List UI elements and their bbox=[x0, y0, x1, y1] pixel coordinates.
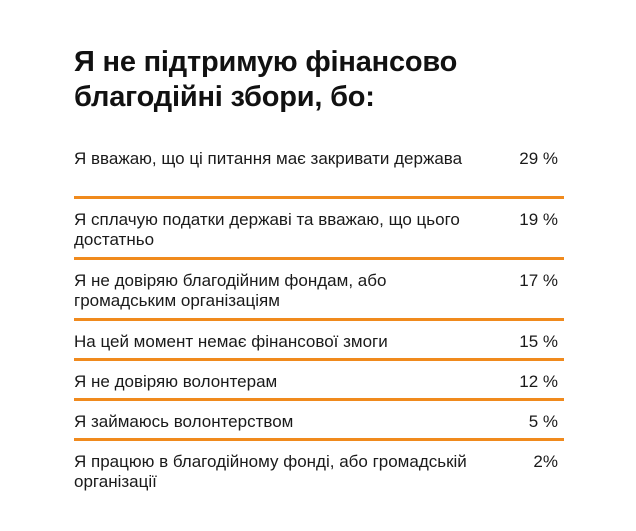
row-value: 5 % bbox=[528, 412, 558, 431]
table-row: Я вважаю, що ці питання має закривати де… bbox=[74, 138, 564, 199]
row-label: Я сплачую податки державі та вважаю, що … bbox=[74, 210, 460, 249]
chart-title: Я не підтримую фінансово благодійні збор… bbox=[74, 46, 458, 113]
row-label: На цей момент немає фінансової змоги bbox=[74, 332, 388, 351]
table-row: Я займаюсь волонтерством 5 % bbox=[74, 401, 564, 441]
row-value: 19 % bbox=[519, 210, 558, 229]
table-row: Я не довіряю волонтерам 12 % bbox=[74, 361, 564, 401]
row-label: Я вважаю, що ці питання має закривати де… bbox=[74, 149, 463, 168]
row-value: 12 % bbox=[519, 372, 558, 391]
table-row: На цей момент немає фінансової змоги 15 … bbox=[74, 321, 564, 361]
row-label: Я займаюсь волонтерством bbox=[74, 412, 294, 431]
table-row: Я працюю в благодійному фонді, або грома… bbox=[74, 441, 564, 493]
row-label: Я не довіряю волонтерам bbox=[74, 372, 278, 391]
row-label: Я працюю в благодійному фонді, або грома… bbox=[74, 452, 467, 491]
row-value: 17 % bbox=[519, 271, 558, 290]
table-row: Я не довіряю благодійним фондам, або гро… bbox=[74, 260, 564, 321]
row-value: 2% bbox=[533, 452, 558, 471]
table-row: Я сплачую податки державі та вважаю, що … bbox=[74, 199, 564, 260]
row-label: Я не довіряю благодійним фондам, або гро… bbox=[74, 271, 387, 310]
survey-results-table: Я вважаю, що ці питання має закривати де… bbox=[74, 138, 564, 493]
row-value: 29 % bbox=[519, 149, 558, 168]
row-value: 15 % bbox=[519, 332, 558, 351]
